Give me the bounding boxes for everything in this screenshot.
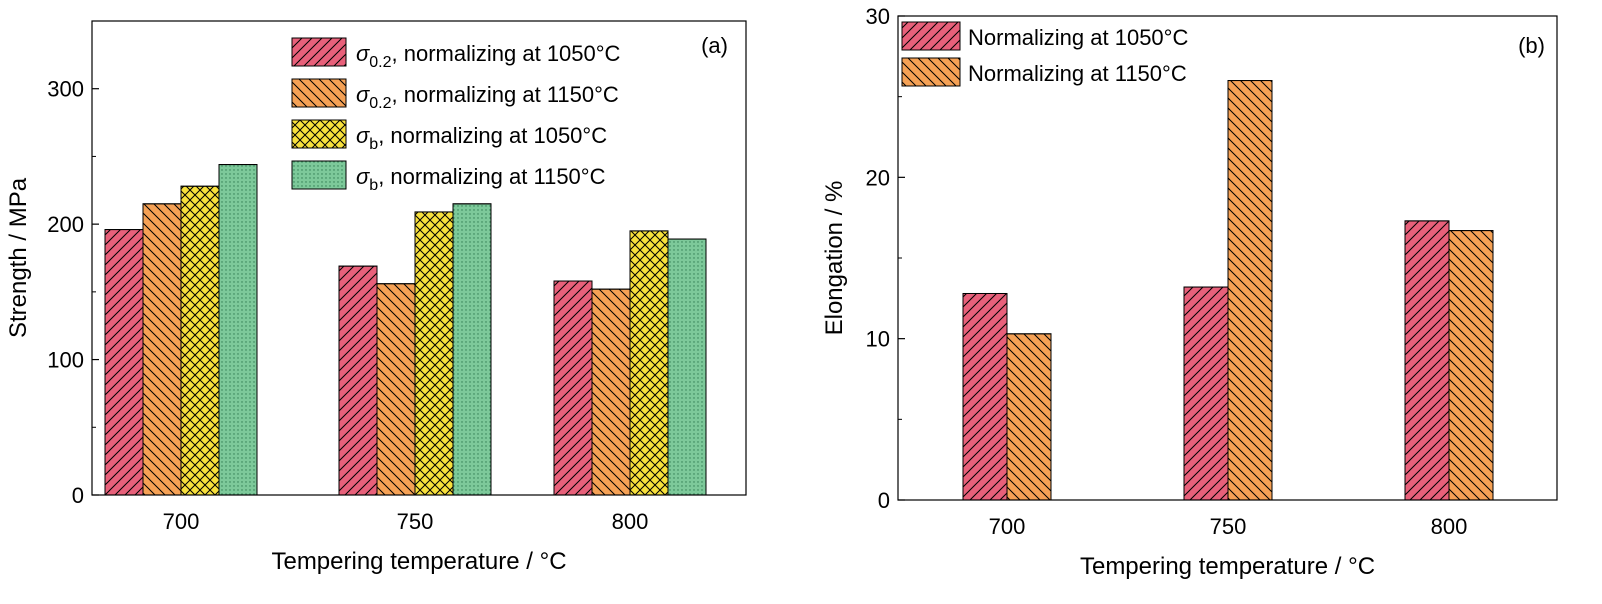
bar-pattern-b-s1-800	[1448, 230, 1494, 501]
legend-item: Normalizing at 1150°C	[901, 57, 1187, 87]
legend-label: σb, normalizing at 1150°C	[356, 164, 606, 194]
x-axis-label: Tempering temperature / °C	[271, 548, 566, 575]
legend-item: σb, normalizing at 1050°C	[291, 119, 607, 153]
bar-pattern-a-s0-700	[104, 229, 144, 496]
bar-pattern-a-s2-750	[414, 211, 454, 496]
y-tick-label: 0	[72, 483, 84, 508]
legend-label: Normalizing at 1050°C	[968, 25, 1188, 50]
panel-label: (a)	[701, 33, 728, 58]
y-tick-label: 100	[47, 348, 84, 373]
bar-pattern-a-s3-700	[218, 164, 258, 496]
legend-swatch-pattern	[291, 37, 347, 67]
legend-label: σ0.2, normalizing at 1150°C	[356, 82, 619, 112]
plot-frame	[91, 20, 747, 496]
bar-pattern-b-s0-800	[1404, 220, 1450, 501]
x-tick-label: 700	[989, 514, 1026, 539]
bar-pattern-a-s2-800	[629, 230, 669, 496]
bar-pattern-b-s1-700	[1006, 333, 1052, 501]
legend-label: Normalizing at 1150°C	[968, 61, 1187, 86]
y-axis-label: Strength / MPa	[5, 177, 32, 338]
bar-pattern-a-s1-700	[142, 203, 182, 496]
x-tick-label: 700	[163, 509, 200, 534]
legend-swatch-pattern	[901, 21, 961, 51]
legend-item: Normalizing at 1050°C	[901, 21, 1188, 51]
x-axis-label: Tempering temperature / °C	[1080, 553, 1375, 580]
bar-pattern-a-s0-800	[553, 280, 593, 496]
bar-pattern-b-s0-750	[1183, 286, 1229, 501]
legend-label: σb, normalizing at 1050°C	[356, 123, 607, 153]
legend-item: σ0.2, normalizing at 1050°C	[291, 37, 621, 71]
strength-chart: 0 100 200 300 700 750 800 Tempering temperature…	[5, 20, 747, 575]
bar-pattern-b-s1-750	[1227, 80, 1273, 501]
x-tick-label: 750	[397, 509, 434, 534]
bar-pattern-a-s3-800	[667, 238, 707, 496]
legend-swatch-pattern	[291, 119, 347, 149]
bar-pattern-a-s3-750	[452, 203, 492, 496]
elongation-chart: 0 10 20 30 700 750 800 Tempering temperature / …	[821, 4, 1558, 580]
legend-item: σ0.2, normalizing at 1150°C	[291, 78, 619, 112]
legend-swatch-pattern	[291, 78, 347, 108]
legend-item: σb, normalizing at 1150°C	[291, 160, 606, 194]
y-tick-label: 0	[878, 488, 890, 513]
bar-pattern-b-s0-700	[962, 292, 1008, 501]
y-axis-label: Elongation / %	[821, 181, 848, 336]
panel-label: (b)	[1518, 33, 1545, 58]
y-tick-label: 20	[866, 165, 890, 190]
y-tick-label: 300	[47, 77, 84, 102]
x-tick-label: 800	[612, 509, 649, 534]
bar-pattern-a-s2-700	[180, 185, 220, 496]
y-tick-label: 200	[47, 212, 84, 237]
bar-pattern-a-s0-750	[338, 265, 378, 496]
bar-pattern-a-s1-800	[591, 288, 631, 496]
y-tick-label: 10	[866, 327, 890, 352]
x-tick-label: 750	[1210, 514, 1247, 539]
bar-pattern-a-s1-750	[376, 283, 416, 496]
legend-swatch-pattern	[901, 57, 961, 87]
legend-swatch-pattern	[291, 160, 347, 190]
y-tick-label: 30	[866, 4, 890, 29]
legend-label: σ0.2, normalizing at 1050°C	[356, 41, 621, 71]
x-tick-label: 800	[1431, 514, 1468, 539]
